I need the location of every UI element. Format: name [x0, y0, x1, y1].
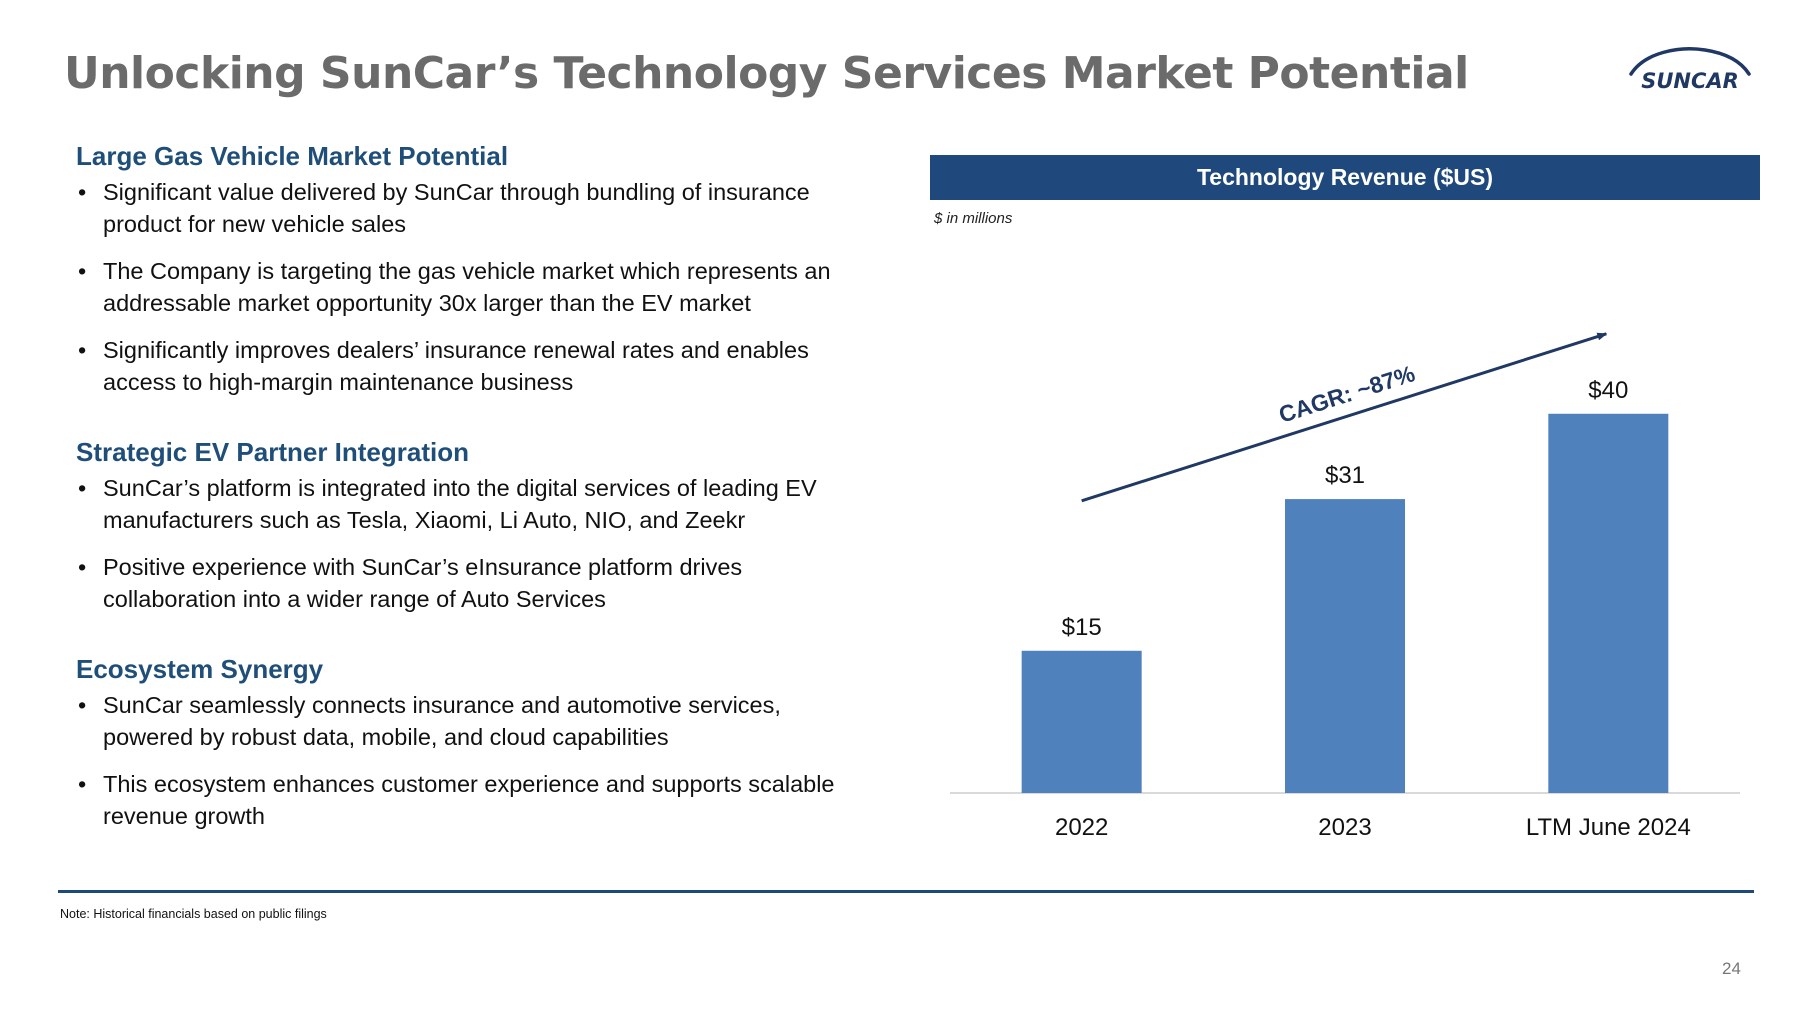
bullet-list-ev-partner: SunCar’s platform is integrated into the… [76, 472, 876, 615]
bullet-item: SunCar seamlessly connects insurance and… [76, 689, 876, 753]
footnote: Note: Historical financials based on pub… [60, 907, 327, 921]
bar-ltm-june-2024 [1548, 413, 1669, 793]
x-tick-label: 2023 [1318, 814, 1371, 841]
x-tick-label: 2022 [1055, 814, 1108, 841]
bullet-item: Positive experience with SunCar’s eInsur… [76, 551, 876, 615]
bullet-list-gas-market: Significant value delivered by SunCar th… [76, 176, 876, 398]
x-tick-label: LTM June 2024 [1526, 814, 1691, 841]
bullet-item: SunCar’s platform is integrated into the… [76, 472, 876, 536]
key-points: Large Gas Vehicle Market Potential Signi… [76, 140, 876, 847]
suncar-logo: SUNCAR [1629, 47, 1751, 93]
section-heading-ev-partner: Strategic EV Partner Integration [76, 437, 469, 467]
data-label: $31 [1325, 462, 1365, 489]
section-heading-gas-market: Large Gas Vehicle Market Potential [76, 141, 509, 171]
bullet-list-ecosystem: SunCar seamlessly connects insurance and… [76, 689, 876, 832]
bullet-item: The Company is targeting the gas vehicle… [76, 255, 876, 319]
bullet-item: Significantly improves dealers’ insuranc… [76, 334, 876, 398]
logo-text: SUNCAR [1641, 69, 1739, 93]
slide-title: Unlocking SunCar’s Technology Services M… [64, 48, 1469, 99]
section-heading-ecosystem: Ecosystem Synergy [76, 654, 324, 684]
chart-units-note: $ in millions [934, 210, 1013, 227]
bullet-item: This ecosystem enhances customer experie… [76, 768, 876, 832]
bar-2023 [1285, 499, 1405, 793]
data-label: $40 [1588, 377, 1628, 404]
bar-2022 [1021, 650, 1142, 793]
page-number: 24 [1722, 959, 1741, 978]
car-roof-arc-icon [1629, 47, 1751, 76]
bullet-item: Significant value delivered by SunCar th… [76, 176, 876, 240]
chart-title: Technology Revenue ($US) [930, 155, 1760, 200]
data-label: $15 [1062, 614, 1102, 641]
footer-divider [58, 890, 1754, 893]
cagr-trend-arrow [1081, 332, 1608, 503]
